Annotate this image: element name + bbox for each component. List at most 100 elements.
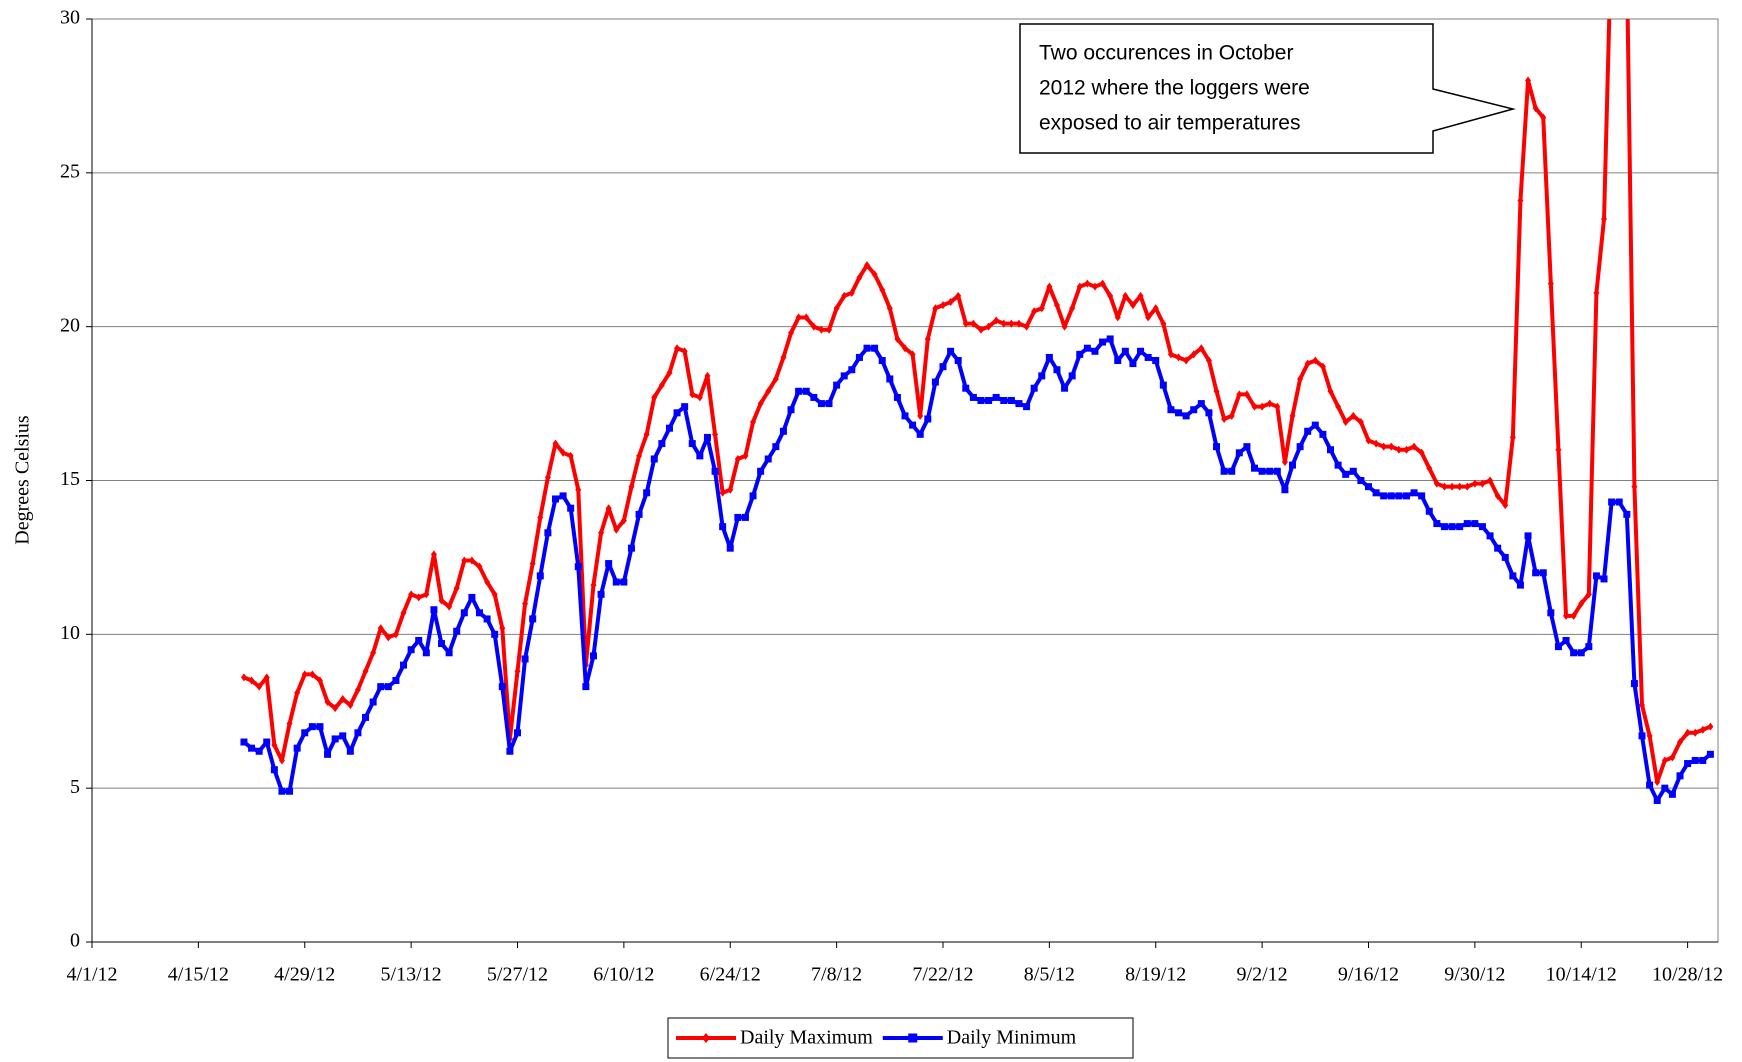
- marker: [727, 485, 734, 494]
- marker: [1471, 479, 1478, 488]
- marker: [460, 609, 468, 617]
- marker: [522, 599, 529, 608]
- marker: [369, 698, 377, 706]
- marker: [1220, 467, 1228, 475]
- marker: [1425, 507, 1433, 515]
- x-tick-label: 5/13/12: [381, 964, 442, 986]
- marker: [1342, 418, 1349, 427]
- marker: [1699, 756, 1707, 764]
- marker: [833, 381, 841, 389]
- marker: [339, 694, 346, 703]
- marker: [863, 344, 871, 352]
- marker: [575, 485, 582, 494]
- legend-label: Daily Minimum: [947, 1027, 1077, 1049]
- marker: [1228, 467, 1236, 475]
- marker: [537, 513, 544, 522]
- marker: [1563, 611, 1570, 620]
- x-tick-label: 6/10/12: [593, 964, 654, 986]
- marker: [810, 322, 817, 331]
- marker: [939, 363, 947, 371]
- marker: [1000, 319, 1007, 328]
- legend-marker: [702, 1033, 710, 1043]
- marker: [339, 732, 347, 740]
- marker: [1630, 680, 1638, 688]
- marker: [567, 451, 574, 460]
- marker: [878, 357, 886, 365]
- annotation-line: 2012 where the loggers were: [1039, 77, 1310, 100]
- marker: [362, 713, 370, 721]
- marker: [1456, 482, 1463, 491]
- marker: [1364, 483, 1372, 491]
- marker: [430, 606, 438, 614]
- marker: [1160, 319, 1167, 328]
- marker: [788, 328, 795, 337]
- marker: [1007, 397, 1015, 405]
- marker: [688, 440, 696, 448]
- marker: [415, 636, 423, 644]
- marker: [1380, 492, 1388, 500]
- marker: [1592, 572, 1600, 580]
- marker: [1615, 498, 1623, 506]
- marker: [1478, 523, 1486, 531]
- marker: [605, 504, 612, 513]
- marker: [1326, 446, 1334, 454]
- marker: [1129, 301, 1136, 310]
- marker: [704, 371, 711, 380]
- marker: [1023, 403, 1031, 411]
- marker: [552, 439, 559, 448]
- marker: [833, 304, 840, 313]
- marker: [1289, 461, 1297, 469]
- marker: [1015, 319, 1022, 328]
- marker: [331, 735, 339, 743]
- marker: [544, 529, 552, 537]
- marker: [962, 319, 969, 328]
- marker: [1266, 399, 1273, 408]
- marker: [674, 344, 681, 353]
- marker: [1631, 482, 1638, 491]
- marker: [286, 787, 294, 795]
- marker: [301, 729, 309, 737]
- marker: [1236, 390, 1243, 399]
- marker: [1053, 301, 1060, 310]
- marker: [1084, 279, 1091, 288]
- marker: [1114, 313, 1121, 322]
- marker: [1167, 350, 1174, 359]
- marker: [1243, 443, 1251, 451]
- marker: [1327, 387, 1334, 396]
- marker: [787, 406, 795, 414]
- marker: [1311, 421, 1319, 429]
- marker: [1182, 412, 1190, 420]
- marker: [802, 387, 810, 395]
- marker: [521, 655, 529, 663]
- marker: [1684, 728, 1691, 737]
- marker: [574, 563, 582, 571]
- marker: [484, 578, 491, 587]
- x-tick-label: 8/19/12: [1125, 964, 1186, 986]
- marker: [1357, 418, 1364, 427]
- marker: [1281, 486, 1289, 494]
- marker: [270, 766, 278, 774]
- marker: [1577, 649, 1585, 657]
- marker: [1213, 387, 1220, 396]
- marker: [1251, 402, 1258, 411]
- marker: [931, 378, 939, 386]
- marker: [627, 544, 635, 552]
- marker: [703, 433, 711, 441]
- marker: [1402, 492, 1410, 500]
- marker: [1319, 362, 1326, 371]
- x-tick-label: 9/2/12: [1237, 964, 1288, 986]
- marker: [551, 495, 559, 503]
- marker: [430, 550, 437, 559]
- marker: [894, 334, 901, 343]
- marker: [476, 609, 484, 617]
- marker: [377, 683, 385, 691]
- marker: [1570, 649, 1578, 657]
- x-tick-label: 8/5/12: [1024, 964, 1075, 986]
- marker: [932, 304, 939, 313]
- marker: [1335, 402, 1342, 411]
- marker: [529, 559, 536, 568]
- marker: [256, 682, 263, 691]
- marker: [590, 581, 597, 590]
- marker: [993, 316, 1000, 325]
- marker: [879, 285, 886, 294]
